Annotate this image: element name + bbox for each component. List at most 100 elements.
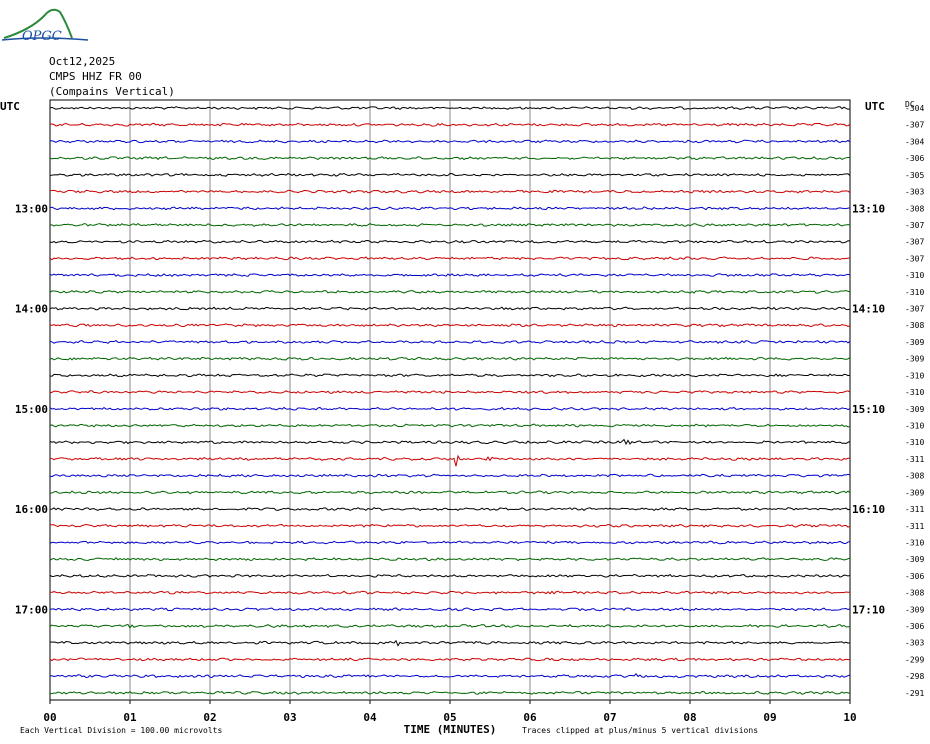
- header-date: Oct12,2025: [49, 55, 116, 68]
- x-tick-label-5: 05: [443, 711, 456, 724]
- trace-row-10: [49, 273, 851, 277]
- trace-row-12: [49, 306, 851, 311]
- x-tick-label-8: 08: [683, 711, 696, 724]
- right-hour-label-0: 13:10: [852, 202, 885, 215]
- dc-offset-8: -307: [905, 238, 924, 247]
- x-tick-label-9: 09: [763, 711, 776, 724]
- right-hour-label-1: 14:10: [852, 303, 885, 316]
- dc-offset-18: -309: [905, 405, 924, 414]
- dc-offset-14: -309: [905, 338, 924, 347]
- trace-row-13: [49, 323, 851, 328]
- dc-offset-27: -309: [905, 555, 924, 564]
- left-hour-label-2: 15:00: [15, 403, 48, 416]
- dc-offset-20: -310: [905, 438, 924, 447]
- right-hour-label-4: 17:10: [852, 603, 885, 616]
- dc-offset-11: -310: [905, 288, 924, 297]
- dc-label: DC: [905, 100, 915, 109]
- dc-offset-28: -306: [905, 572, 924, 581]
- dc-offset-30: -309: [905, 605, 924, 614]
- dc-offset-35: -291: [905, 689, 924, 698]
- trace-row-21: [49, 454, 851, 467]
- dc-offset-17: -310: [905, 388, 924, 397]
- dc-offset-19: -310: [905, 421, 924, 430]
- dc-offset-31: -306: [905, 622, 924, 631]
- trace-row-17: [49, 390, 851, 395]
- trace-row-7: [49, 222, 851, 227]
- trace-row-1: [49, 122, 851, 127]
- left-hour-label-3: 16:00: [15, 503, 48, 516]
- dc-offset-34: -298: [905, 672, 924, 681]
- trace-row-28: [49, 573, 851, 578]
- dc-offset-23: -309: [905, 488, 924, 497]
- trace-row-29: [49, 590, 851, 595]
- x-tick-label-0: 00: [43, 711, 56, 724]
- footer-right-text: Traces clipped at plus/minus 5 vertical …: [522, 726, 758, 735]
- header-station: CMPS HHZ FR 00: [49, 70, 142, 83]
- dc-offset-33: -299: [905, 655, 924, 664]
- x-axis-label: TIME (MINUTES): [404, 723, 497, 736]
- trace-row-9: [49, 256, 851, 261]
- trace-row-4: [49, 172, 851, 177]
- trace-row-35: [49, 690, 851, 695]
- trace-row-32: [49, 639, 851, 647]
- x-tick-label-3: 03: [283, 711, 296, 724]
- trace-row-25: [49, 523, 851, 528]
- dc-offset-32: -303: [905, 639, 924, 648]
- dc-offset-29: -308: [905, 589, 924, 598]
- header-location: (Compains Vertical): [49, 85, 175, 98]
- dc-offset-9: -307: [905, 254, 924, 263]
- dc-offset-2: -304: [905, 137, 924, 146]
- x-tick-label-7: 07: [603, 711, 616, 724]
- trace-row-6: [49, 206, 851, 211]
- dc-offset-4: -305: [905, 171, 924, 180]
- x-tick-label-6: 06: [523, 711, 537, 724]
- dc-offset-5: -303: [905, 188, 924, 197]
- left-hour-label-4: 17:00: [15, 603, 48, 616]
- right-hour-label-3: 16:10: [852, 503, 885, 516]
- left-hour-label-0: 13:00: [15, 202, 48, 215]
- trace-row-23: [49, 490, 851, 495]
- dc-offset-21: -311: [905, 455, 924, 464]
- x-tick-label-1: 01: [123, 711, 137, 724]
- dc-offset-16: -310: [905, 371, 924, 380]
- x-tick-label-2: 02: [203, 711, 216, 724]
- trace-row-5: [49, 189, 851, 194]
- dc-offset-7: -307: [905, 221, 924, 230]
- trace-row-11: [49, 289, 851, 294]
- dc-offset-12: -307: [905, 305, 924, 314]
- trace-row-14: [49, 339, 851, 344]
- x-tick-label-4: 04: [363, 711, 377, 724]
- trace-row-0: [49, 106, 851, 110]
- trace-row-34: [49, 673, 851, 679]
- trace-row-2: [49, 139, 851, 144]
- trace-row-31: [49, 623, 851, 629]
- trace-row-18: [49, 406, 851, 411]
- trace-row-26: [49, 540, 851, 545]
- dc-offset-26: -310: [905, 538, 924, 547]
- dc-offset-13: -308: [905, 321, 924, 330]
- dc-offset-1: -307: [905, 121, 924, 130]
- dc-offset-10: -310: [905, 271, 924, 280]
- logo-text: OPGC: [22, 29, 62, 44]
- dc-offset-15: -309: [905, 355, 924, 364]
- left-utc-label: UTC: [0, 100, 20, 113]
- dc-offset-3: -306: [905, 154, 924, 163]
- dc-offset-22: -308: [905, 472, 924, 481]
- trace-row-24: [49, 507, 851, 512]
- dc-offset-6: -308: [905, 204, 924, 213]
- trace-row-19: [49, 423, 851, 428]
- trace-row-22: [49, 473, 851, 478]
- x-tick-label-10: 10: [843, 711, 856, 724]
- trace-row-30: [49, 607, 851, 612]
- left-hour-label-1: 14:00: [15, 303, 48, 316]
- dc-offset-0: -304: [905, 104, 924, 113]
- trace-row-33: [49, 657, 851, 662]
- dc-offset-25: -311: [905, 522, 924, 531]
- trace-row-27: [49, 557, 851, 562]
- trace-row-15: [49, 356, 851, 361]
- opgc-logo: OPGC: [1, 8, 89, 44]
- right-hour-label-2: 15:10: [852, 403, 885, 416]
- footer-left-text: Each Vertical Division = 100.00 microvol…: [20, 726, 222, 735]
- dc-offset-24: -311: [905, 505, 924, 514]
